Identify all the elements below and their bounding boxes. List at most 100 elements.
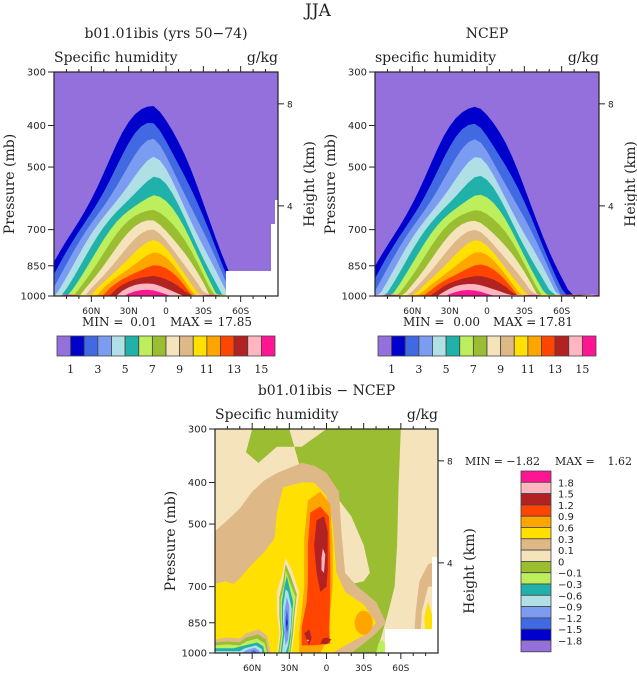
y-tick-label: 850 xyxy=(188,618,207,629)
colorbar-label: 0.9 xyxy=(558,512,574,523)
colorbar-swatch xyxy=(486,335,502,357)
colorbar-label: −0.9 xyxy=(558,603,582,614)
y-right-tick-label: 4 xyxy=(608,202,614,212)
colorbar-swatch xyxy=(220,335,235,357)
colorbar-label: −1.8 xyxy=(558,637,582,648)
colorbar-label: 11 xyxy=(521,363,535,376)
colorbar-label: 1 xyxy=(67,363,74,376)
colorbar-label: −1.2 xyxy=(558,614,582,625)
contour-field xyxy=(215,429,438,653)
colorbar-swatch xyxy=(520,527,552,540)
colorbar-swatch xyxy=(260,335,276,357)
colorbar-label: 0.3 xyxy=(558,535,574,546)
colorbar-label: 3 xyxy=(415,363,422,376)
colorbar: 1.81.51.20.90.60.30.10−0.1−0.3−0.6−0.9−1… xyxy=(520,470,582,653)
colorbar-swatch xyxy=(554,335,570,357)
colorbar-label: −1.5 xyxy=(558,625,582,636)
colorbar-label: 13 xyxy=(548,363,562,376)
colorbar-swatch xyxy=(124,335,140,357)
contour-band-firebrick xyxy=(314,516,328,592)
min-value: 0.01 xyxy=(130,315,157,329)
colorbar-label: −0.3 xyxy=(558,580,582,591)
colorbar-label: 9 xyxy=(176,363,183,376)
chart-title: b01.01ibis − NCEP xyxy=(258,383,395,399)
x-tick-label: 30S xyxy=(516,307,533,317)
y-tick-label: 400 xyxy=(27,121,46,132)
colorbar-swatch xyxy=(520,617,552,630)
max-label: MAX = xyxy=(170,315,213,329)
x-tick-label: 30N xyxy=(441,307,459,317)
colorbar-swatch xyxy=(192,335,208,357)
min-label: MIN = xyxy=(403,315,444,329)
colorbar-swatch xyxy=(520,606,552,619)
y-tick-label: 400 xyxy=(188,478,207,489)
y-tick-label: 300 xyxy=(188,425,207,436)
colorbar-label: 15 xyxy=(254,363,268,376)
y-right-axis-label: Height (km) xyxy=(302,141,318,227)
contour-field xyxy=(375,72,599,296)
colorbar-swatch xyxy=(83,335,99,357)
colorbar-swatch xyxy=(404,335,420,357)
y-tick-label: 300 xyxy=(27,68,46,79)
y-tick-label: 700 xyxy=(27,225,46,236)
x-tick-label: 30S xyxy=(195,307,212,317)
units-label: g/kg xyxy=(568,50,599,66)
colorbar-swatch xyxy=(541,335,556,357)
colorbar-label: 11 xyxy=(200,363,214,376)
colorbar-swatch xyxy=(520,640,552,653)
colorbar-label: 1.2 xyxy=(558,501,574,512)
min-label: MIN = xyxy=(82,315,123,329)
max-value: 1.62 xyxy=(608,455,633,468)
colorbar-label: 5 xyxy=(122,363,129,376)
colorbar-swatch xyxy=(500,335,515,357)
colorbar-swatch xyxy=(520,594,552,607)
contour-band-14 xyxy=(375,284,599,296)
colorbar-swatch xyxy=(527,335,542,357)
contour-band-firebrick-2 xyxy=(304,629,312,646)
y-tick-label: 1000 xyxy=(342,292,367,303)
colorbar-swatch xyxy=(520,481,552,494)
colorbar-swatch xyxy=(520,504,552,517)
contour-band-orange-blob xyxy=(354,610,373,635)
colorbar-swatch xyxy=(520,493,552,506)
contour-band-pink-2 xyxy=(306,639,310,642)
contour-band-13 xyxy=(54,275,278,296)
colorbar-swatch xyxy=(206,335,221,357)
y-right-tick-label: 4 xyxy=(447,559,453,569)
x-tick-label: 60S xyxy=(232,307,249,317)
colorbar-swatch xyxy=(138,335,153,357)
colorbar-swatch xyxy=(520,561,552,574)
colorbar-label: 7 xyxy=(149,363,156,376)
colorbar-swatch xyxy=(151,335,167,357)
units-label: g/kg xyxy=(247,50,278,66)
colorbar-label: −0.6 xyxy=(558,591,582,602)
colorbar-swatch xyxy=(520,549,552,562)
colorbar-label: 0.6 xyxy=(558,524,574,535)
chart-model: 300 400 500 700 850 1000 8 4 60N 30N 0 30S 60S b01.01… xyxy=(2,26,318,376)
x-tick-label: 60N xyxy=(243,664,261,673)
colorbar-swatch xyxy=(247,335,262,357)
colorbar-swatch xyxy=(233,335,249,357)
colorbar-label: 3 xyxy=(94,363,101,376)
page-title: JJA xyxy=(303,1,332,21)
colorbar-swatch xyxy=(70,335,85,357)
colorbar-swatch xyxy=(445,335,461,357)
colorbar-label: 1.8 xyxy=(558,478,574,489)
colorbar-swatch xyxy=(520,628,552,641)
chart-ncep: 300 400 500 700 850 1000 8 4 60N 30N 0 30S 60S NCEP sp… xyxy=(323,26,637,376)
variable-label: Specific humidity xyxy=(54,50,178,66)
colorbar-label: 0 xyxy=(558,557,564,568)
y-right-tick-label: 8 xyxy=(287,100,293,110)
variable-label: specific humidity xyxy=(375,50,496,66)
contour-band-br-1 xyxy=(376,639,386,653)
colorbar-swatch xyxy=(513,335,529,357)
colorbar-swatch xyxy=(179,335,194,357)
colorbar-label: 5 xyxy=(443,363,450,376)
colorbar-swatch xyxy=(581,335,597,357)
y-axis-label: Pressure (mb) xyxy=(323,134,339,234)
colorbar-swatch xyxy=(56,335,72,357)
colorbar-swatch xyxy=(459,335,474,357)
y-tick-label: 700 xyxy=(348,225,367,236)
colorbar-label: 0.1 xyxy=(558,546,574,557)
y-right-axis-label: Height (km) xyxy=(623,141,637,227)
